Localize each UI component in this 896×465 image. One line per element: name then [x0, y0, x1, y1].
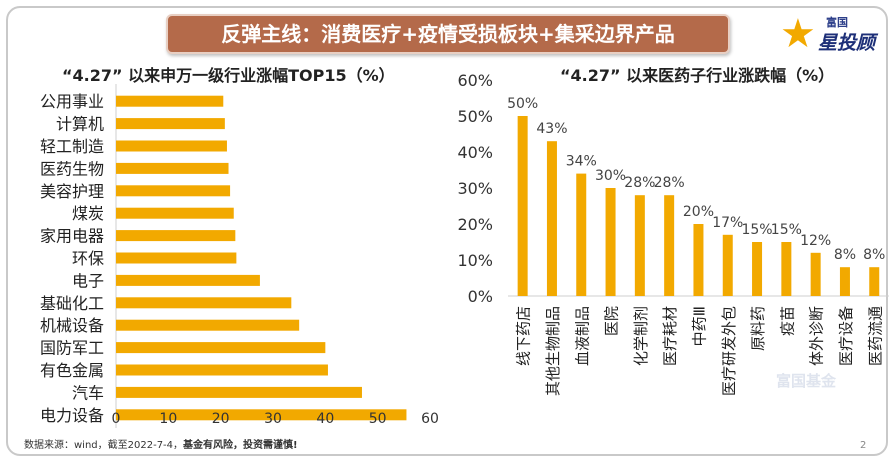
page-number: 2	[860, 440, 867, 451]
right-category-label: 医疗研发外包	[720, 306, 738, 396]
left-category-label: 家用电器	[40, 227, 104, 246]
left-bar	[116, 274, 260, 286]
left-category-label: 医药生物	[40, 159, 104, 178]
right-y-tick-label: 40%	[457, 143, 493, 162]
watermark: 富国基金	[776, 372, 837, 390]
right-category-label: 医疗耗材	[661, 306, 679, 366]
right-bar	[576, 173, 587, 296]
right-category-label: 医院	[603, 306, 621, 336]
left-bar	[116, 185, 231, 197]
slide-frame	[6, 6, 888, 456]
left-bar	[116, 364, 328, 376]
right-bar	[605, 188, 616, 296]
right-bar	[869, 267, 880, 296]
left-bar	[116, 252, 237, 264]
right-y-tick-label: 50%	[457, 107, 493, 126]
logo-text-bottom: 星投顾	[818, 32, 876, 54]
right-data-label: 12%	[800, 233, 831, 249]
right-y-tick-label: 0%	[468, 287, 493, 306]
right-data-label: 17%	[712, 215, 743, 231]
right-y-tick-label: 60%	[457, 71, 493, 90]
left-bar	[116, 162, 229, 174]
left-x-tick-label: 60	[421, 411, 439, 427]
right-bar	[517, 116, 528, 296]
left-category-label: 电力设备	[40, 406, 104, 425]
banner-title: 反弹主线：消费医疗+疫情受损板块+集采边界产品	[166, 14, 730, 54]
left-bar	[116, 95, 224, 107]
footer-note: 数据来源：wind，截至2022-7-4，基金有风险，投资需谨慎!	[24, 436, 298, 451]
star-icon: ★	[780, 11, 816, 57]
right-y-tick-label: 10%	[457, 251, 493, 270]
left-category-label: 有色金属	[40, 361, 104, 380]
left-x-tick-label: 0	[112, 411, 121, 427]
left-bar	[116, 342, 326, 354]
right-y-tick-label: 30%	[457, 179, 493, 198]
left-x-tick-label: 50	[369, 411, 387, 427]
right-category-label: 线下药店	[515, 306, 533, 366]
right-y-tick-label: 20%	[457, 215, 493, 234]
left-category-label: 轻工制造	[40, 137, 104, 156]
right-data-label: 20%	[683, 204, 714, 220]
left-category-label: 煤炭	[72, 204, 104, 223]
right-category-label: 原料药	[749, 306, 767, 351]
left-bar	[116, 297, 292, 309]
right-category-label: 化学制剂	[632, 306, 650, 366]
right-bar	[781, 242, 792, 296]
left-x-tick-label: 10	[159, 411, 177, 427]
left-bar	[116, 409, 407, 421]
right-category-label: 中药Ⅲ	[690, 306, 708, 346]
right-category-label: 医药流通	[866, 306, 884, 366]
left-category-label: 国防军工	[40, 339, 104, 358]
right-category-label: 其他生物制品	[544, 306, 562, 396]
left-bar	[116, 230, 236, 242]
right-bar	[693, 224, 704, 296]
left-bar	[116, 319, 300, 331]
left-bar	[116, 140, 227, 152]
right-data-label: 8%	[863, 247, 885, 263]
left-category-label: 计算机	[56, 115, 104, 134]
right-category-label: 血液制品	[573, 306, 591, 366]
right-category-label: 体外诊断	[808, 306, 826, 366]
left-x-tick-label: 20	[212, 411, 230, 427]
right-data-label: 50%	[507, 96, 538, 112]
left-category-label: 电子	[72, 271, 104, 290]
footer-source: 数据来源：wind，截至2022-7-4，	[24, 440, 184, 451]
left-category-label: 机械设备	[40, 316, 104, 335]
right-data-label: 43%	[536, 121, 567, 137]
logo-text-top: 富国	[826, 16, 848, 29]
right-data-label: 34%	[566, 154, 597, 170]
left-bar	[116, 118, 225, 130]
left-category-label: 环保	[72, 249, 104, 268]
right-category-label: 疫苗	[778, 306, 796, 336]
right-data-label: 15%	[741, 222, 772, 238]
footer-warning: 基金有风险，投资需谨慎!	[183, 440, 298, 451]
right-bar	[752, 242, 763, 296]
right-data-label: 28%	[624, 175, 655, 191]
right-bar	[722, 234, 733, 296]
right-chart-title: “4.27” 以来医药子行业涨跌幅（%）	[560, 66, 835, 85]
left-category-label: 基础化工	[40, 294, 104, 313]
right-bar	[634, 195, 645, 296]
left-category-label: 美容护理	[40, 182, 104, 201]
right-data-label: 8%	[834, 247, 856, 263]
right-bar	[839, 267, 850, 296]
left-bar	[116, 386, 362, 398]
right-bar	[546, 141, 557, 296]
right-data-label: 28%	[654, 175, 685, 191]
right-category-label: 医疗设备	[837, 306, 855, 366]
right-data-label: 30%	[595, 168, 626, 184]
left-category-label: 汽车	[72, 383, 104, 402]
right-bar	[664, 195, 675, 296]
brand-logo: ★ 富国 星投顾	[780, 10, 884, 60]
left-x-tick-label: 40	[316, 411, 334, 427]
left-bar	[116, 207, 234, 219]
right-bar	[810, 252, 821, 296]
left-x-tick-label: 30	[264, 411, 282, 427]
left-category-label: 公用事业	[40, 92, 104, 111]
right-data-label: 15%	[771, 222, 802, 238]
left-chart-title: “4.27” 以来申万一级行业涨幅TOP15（%）	[62, 66, 395, 85]
